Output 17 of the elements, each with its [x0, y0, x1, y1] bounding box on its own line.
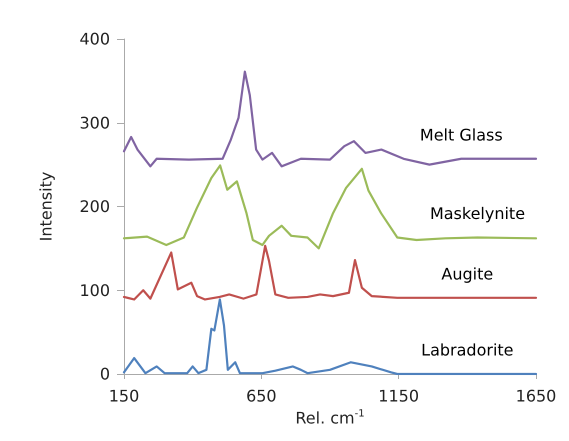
line-series: [122, 244, 538, 301]
series-label: Augite: [441, 264, 494, 284]
series-label: Labradorite: [421, 340, 514, 360]
line-series: [122, 70, 538, 168]
line-series: [122, 164, 538, 250]
y-axis-title: Intensity: [36, 172, 56, 242]
x-tick-label: 150: [108, 386, 140, 406]
x-tick-label: 1650: [516, 386, 556, 406]
y-tick-label: 100: [79, 280, 110, 300]
y-tick-label: 0: [100, 364, 110, 384]
y-tick-label: 400: [79, 30, 110, 48]
y-tick-label: 200: [79, 197, 110, 216]
series-label: Melt Glass: [420, 125, 503, 144]
x-tick-label: 1150: [378, 386, 420, 406]
series-label: Maskelynite: [430, 204, 526, 223]
y-tick-label: 300: [79, 113, 110, 132]
x-tick-label: 650: [246, 386, 277, 406]
